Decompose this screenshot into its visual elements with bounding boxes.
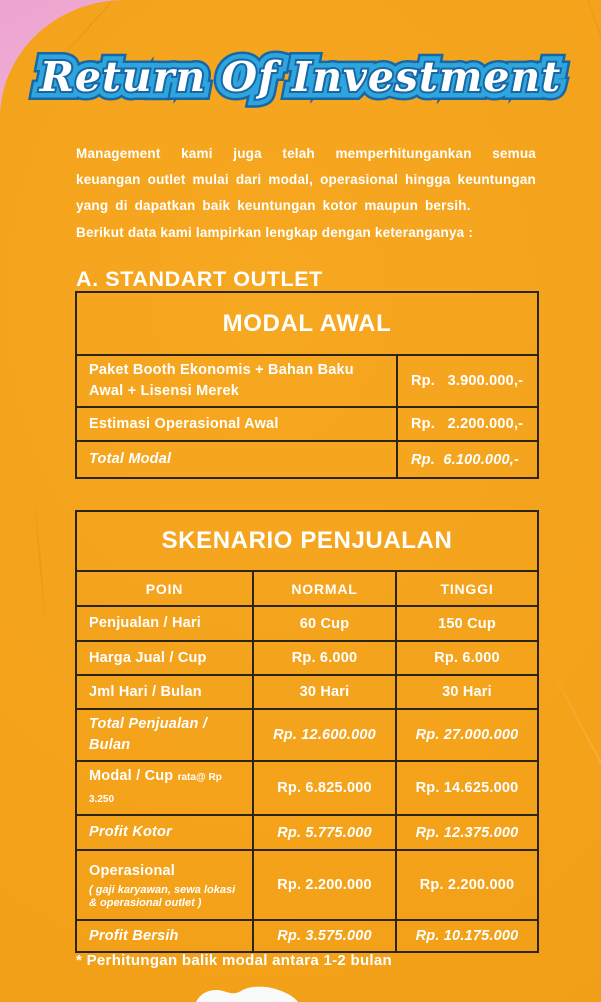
table-row: Total Penjualan / Bulan Rp. 12.600.000 R… — [75, 708, 539, 762]
page-title-text: Return Of Investment — [39, 53, 562, 101]
row-value-tinggi: Rp. 27.000.000 — [395, 708, 539, 762]
column-header-tinggi: TINGGI — [395, 570, 539, 607]
row-value-tinggi: Rp. 14.625.000 — [395, 760, 539, 816]
row-label: Total Penjualan / Bulan — [75, 708, 254, 762]
white-splash-decoration — [196, 986, 298, 1002]
table-row: Profit Kotor Rp. 5.775.000 Rp. 12.375.00… — [75, 814, 539, 851]
skenario-table-header: SKENARIO PENJUALAN — [75, 510, 539, 572]
row-label: Penjualan / Hari — [75, 605, 254, 642]
row-value-tinggi: Rp. 2.200.000 — [395, 849, 539, 921]
row-value-tinggi: 150 Cup — [395, 605, 539, 642]
row-label: Harga Jual / Cup — [75, 640, 254, 676]
modal-total-value: Rp. 6.100.000,- — [396, 440, 539, 479]
row-label-main: Modal / Cup — [89, 768, 174, 784]
table-row: Modal / Cup rata@ Rp 3.250 Rp. 6.825.000… — [75, 760, 539, 816]
paper-crease-decoration — [32, 481, 48, 641]
modal-total-label: Total Modal — [75, 440, 398, 479]
column-header-poin: POIN — [75, 570, 254, 607]
row-label-note: rata@ Rp 3.250 — [89, 772, 222, 805]
table-row: Operasional ( gaji karyawan, sewa lokasi… — [75, 849, 539, 921]
row-value-tinggi: Rp. 6.000 — [395, 640, 539, 676]
modal-row-value: Rp. 3.900.000,- — [396, 354, 539, 408]
page-title-outline: Return Of Investment — [31, 44, 569, 110]
page-title-outline: Return Of Investment — [38, 51, 562, 103]
row-value-normal: Rp. 3.575.000 — [252, 919, 397, 953]
table-row: Profit Bersih Rp. 3.575.000 Rp. 10.175.0… — [75, 919, 539, 953]
table-row: Penjualan / Hari 60 Cup 150 Cup — [75, 605, 539, 642]
page-title-outline: Return Of Investment — [33, 47, 566, 108]
modal-awal-table: MODAL AWAL Paket Booth Ekonomis + Bahan … — [75, 291, 539, 479]
modal-row-value: Rp. 2.200.000,- — [396, 406, 539, 442]
section-heading: A. STANDART OUTLET — [76, 266, 323, 291]
row-value-normal: Rp. 6.825.000 — [252, 760, 397, 816]
modal-table-header: MODAL AWAL — [75, 291, 539, 356]
row-value-tinggi: Rp. 10.175.000 — [395, 919, 539, 953]
row-value-normal: 30 Hari — [252, 674, 397, 710]
row-label: Jml Hari / Bulan — [75, 674, 254, 710]
modal-row-label: Estimasi Operasional Awal — [75, 406, 398, 442]
row-label: Operasional ( gaji karyawan, sewa lokasi… — [75, 849, 254, 921]
row-value-normal: Rp. 2.200.000 — [252, 849, 397, 921]
skenario-penjualan-table: SKENARIO PENJUALAN POIN NORMAL TINGGI Pe… — [75, 510, 539, 953]
page-title: Return Of Investment Return Of Investmen… — [0, 38, 601, 116]
attachment-note: Berikut data kami lampirkan lengkap deng… — [76, 224, 474, 240]
row-label-sub: ( gaji karyawan, sewa lokasi & operasion… — [89, 883, 236, 909]
row-label: Modal / Cup rata@ Rp 3.250 — [75, 760, 254, 816]
table-row: Jml Hari / Bulan 30 Hari 30 Hari — [75, 674, 539, 710]
row-label: Profit Kotor — [75, 814, 254, 851]
row-value-tinggi: 30 Hari — [395, 674, 539, 710]
row-label-main: Operasional — [89, 862, 176, 879]
row-label: Profit Bersih — [75, 919, 254, 953]
row-value-normal: Rp. 12.600.000 — [252, 708, 397, 762]
row-value-normal: Rp. 6.000 — [252, 640, 397, 676]
row-value-normal: Rp. 5.775.000 — [252, 814, 397, 851]
paper-crease-decoration — [538, 645, 601, 877]
modal-row-label: Paket Booth Ekonomis + Bahan Baku Awal +… — [75, 354, 398, 408]
row-value-normal: 60 Cup — [252, 605, 397, 642]
intro-paragraph: Management kami juga telah memperhitunga… — [76, 145, 536, 213]
payback-footnote: * Perhitungan balik modal antara 1-2 bul… — [76, 952, 392, 969]
table-row: Harga Jual / Cup Rp. 6.000 Rp. 6.000 — [75, 640, 539, 676]
row-value-tinggi: Rp. 12.375.000 — [395, 814, 539, 851]
column-header-normal: NORMAL — [252, 570, 397, 607]
